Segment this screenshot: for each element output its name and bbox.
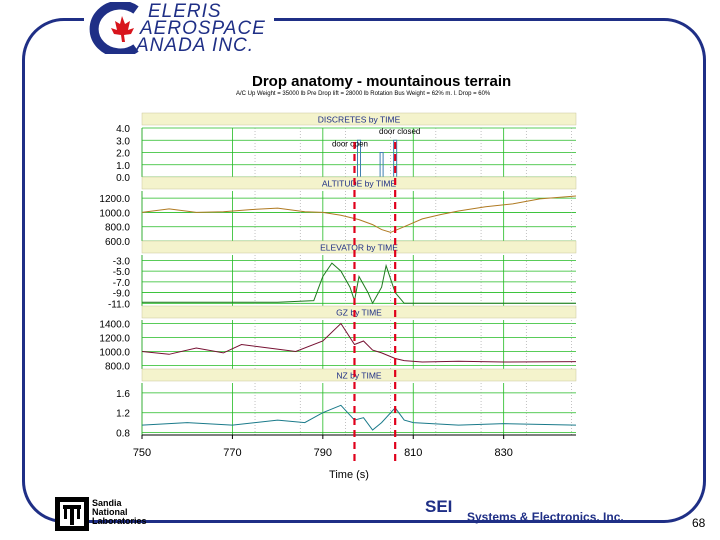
y-tick-label: 3.0 [116, 136, 130, 147]
panel-title: ALTITUDE by TIME [322, 179, 397, 189]
series-line [141, 404, 577, 431]
y-tick-label: -3.0 [113, 256, 131, 267]
logo-line-3: ANADA INC. [136, 35, 255, 56]
y-tick-label: -5.0 [113, 267, 131, 278]
panel-title: ELEVATOR by TIME [320, 243, 398, 253]
panel-header-bar [141, 240, 577, 254]
y-tick-label: 1.0 [116, 161, 130, 172]
sandia-thunderbird-icon [55, 497, 89, 531]
x-tick-label: 770 [223, 447, 241, 459]
y-tick-label: 800.0 [105, 362, 130, 373]
panel-annotation: door open [332, 139, 368, 148]
y-tick-label: -11.0 [108, 299, 130, 310]
y-tick-label: 4.0 [116, 124, 130, 135]
chart-subtitle: A/C Up Weight = 35000 lb Pre Drop lift =… [236, 91, 491, 97]
chart-title: Drop anatomy - mountainous terrain [252, 73, 512, 90]
maple-leaf-logo-icon [89, 2, 139, 54]
y-tick-label: 0.8 [116, 429, 130, 440]
x-tick-label: 790 [314, 447, 332, 459]
sei-logo: SEI [425, 497, 453, 516]
logo-line-1: ELERIS [148, 1, 222, 22]
y-tick-label: 0.0 [116, 173, 130, 184]
series-line [141, 195, 577, 233]
slide-frame [22, 18, 706, 523]
y-tick-label: 1000.0 [99, 348, 130, 359]
x-axis-label: Time (s) [329, 469, 369, 481]
discrete-pulse [357, 139, 361, 177]
y-tick-label: 800.0 [105, 223, 130, 234]
y-tick-label: 1.2 [116, 409, 130, 420]
series-line [141, 322, 577, 363]
panel-header-bar [141, 305, 577, 319]
sei-company-name: Systems & Electronics, Inc. [467, 510, 624, 524]
y-tick-label: 1000.0 [99, 208, 130, 219]
y-tick-label: -7.0 [113, 278, 131, 289]
y-tick-label: 1.6 [116, 389, 130, 400]
company-logo: ELERIS AEROSPACE ANADA INC. [84, 1, 274, 56]
y-tick-label: 1200.0 [99, 194, 130, 205]
discrete-pulse [379, 152, 384, 177]
x-tick-label: 750 [133, 447, 151, 459]
panel-title: GZ by TIME [336, 308, 382, 318]
logo-line-2: AEROSPACE [140, 18, 266, 39]
y-tick-label: 1400.0 [99, 320, 130, 331]
y-tick-label: 2.0 [116, 149, 130, 160]
panel-header-bar [141, 368, 577, 382]
sandia-line-3: Laboratories [92, 516, 147, 526]
series-line [142, 262, 576, 305]
panel-title: DISCRETES by TIME [318, 115, 401, 125]
discrete-pulse [393, 139, 398, 177]
y-tick-label: 1200.0 [99, 334, 130, 345]
panel-title: NZ by TIME [336, 371, 382, 381]
y-tick-label: -9.0 [113, 289, 131, 300]
sandia-line-2: National [92, 507, 128, 517]
panel-annotation: door closed [379, 127, 420, 136]
sandia-label: Sandia National Laboratories [92, 499, 147, 526]
x-tick-label: 830 [494, 447, 512, 459]
y-tick-label: 600.0 [105, 237, 130, 248]
sandia-line-1: Sandia [92, 498, 122, 508]
x-tick-label: 810 [404, 447, 422, 459]
panel-header-bar [141, 112, 577, 126]
panel-header-bar [141, 176, 577, 190]
page-number: 68 [692, 516, 706, 530]
